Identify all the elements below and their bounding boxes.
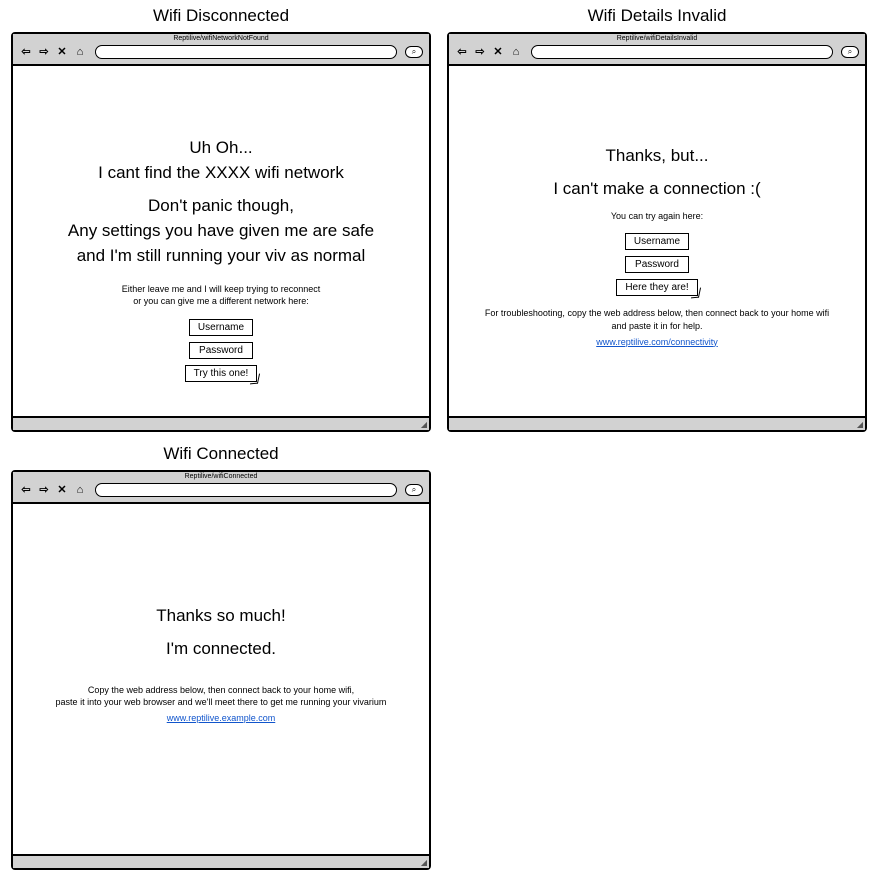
password-field[interactable]: Password — [625, 256, 689, 273]
status-bar: ◢ — [13, 854, 429, 868]
hint-line: Either leave me and I will keep trying t… — [122, 283, 321, 296]
stop-icon[interactable]: ✕ — [491, 45, 505, 59]
headline-line: and I'm still running your viv as normal — [77, 245, 366, 268]
username-field[interactable]: Username — [189, 319, 253, 336]
address-bar[interactable] — [95, 483, 397, 497]
submit-button[interactable]: Try this one! — [185, 365, 258, 382]
forward-icon[interactable]: ⇨ — [37, 483, 51, 497]
password-field[interactable]: Password — [189, 342, 253, 359]
hint-line: or you can give me a different network h… — [133, 295, 308, 308]
browser-chrome: Reptilive/wifiNetworkNotFound ⇦ ⇨ ✕ ⌂ ⌕ — [13, 34, 429, 66]
status-bar: ◢ — [449, 416, 865, 430]
headline-line: Uh Oh... — [189, 137, 252, 160]
footer-line: Copy the web address below, then connect… — [88, 684, 354, 697]
status-bar: ◢ — [13, 416, 429, 430]
browser-window: Reptilive/wifiConnected ⇦ ⇨ ✕ ⌂ ⌕ Thanks… — [11, 470, 431, 870]
viewport: Thanks, but... I can't make a connection… — [449, 66, 865, 416]
home-icon[interactable]: ⌂ — [73, 45, 87, 59]
home-icon[interactable]: ⌂ — [509, 45, 523, 59]
headline-line: I'm connected. — [166, 638, 276, 661]
resize-grip-icon[interactable]: ◢ — [421, 421, 427, 429]
url-label: Reptilive/wifiDetailsInvalid — [449, 34, 865, 44]
browser-window: Reptilive/wifiNetworkNotFound ⇦ ⇨ ✕ ⌂ ⌕ … — [11, 32, 431, 432]
panel-connected: Wifi Connected Reptilive/wifiConnected ⇦… — [10, 444, 432, 870]
home-icon[interactable]: ⌂ — [73, 483, 87, 497]
help-link[interactable]: www.reptilive.com/connectivity — [596, 337, 718, 347]
browser-window: Reptilive/wifiDetailsInvalid ⇦ ⇨ ✕ ⌂ ⌕ T… — [447, 32, 867, 432]
panel-title: Wifi Disconnected — [153, 6, 289, 26]
headline-line: Don't panic though, — [148, 195, 294, 218]
help-link[interactable]: www.reptilive.example.com — [167, 713, 276, 723]
url-label: Reptilive/wifiConnected — [13, 472, 429, 482]
headline-line: Thanks, but... — [606, 145, 709, 168]
back-icon[interactable]: ⇦ — [455, 45, 469, 59]
headline-line: I can't make a connection :( — [553, 178, 760, 201]
address-bar[interactable] — [531, 45, 833, 59]
resize-grip-icon[interactable]: ◢ — [421, 859, 427, 867]
headline-line: Any settings you have given me are safe — [68, 220, 374, 243]
address-bar[interactable] — [95, 45, 397, 59]
stop-icon[interactable]: ✕ — [55, 483, 69, 497]
footer-line: For troubleshooting, copy the web addres… — [485, 307, 829, 320]
footer-line: paste it into your web browser and we'll… — [56, 696, 387, 709]
browser-chrome: Reptilive/wifiConnected ⇦ ⇨ ✕ ⌂ ⌕ — [13, 472, 429, 504]
panel-title: Wifi Details Invalid — [588, 6, 727, 26]
back-icon[interactable]: ⇦ — [19, 483, 33, 497]
back-icon[interactable]: ⇦ — [19, 45, 33, 59]
forward-icon[interactable]: ⇨ — [473, 45, 487, 59]
forward-icon[interactable]: ⇨ — [37, 45, 51, 59]
headline-line: Thanks so much! — [156, 605, 285, 628]
hint-line: You can try again here: — [611, 210, 703, 223]
username-field[interactable]: Username — [625, 233, 689, 250]
viewport: Thanks so much! I'm connected. Copy the … — [13, 504, 429, 854]
footer-line: and paste it in for help. — [611, 320, 702, 333]
panel-disconnected: Wifi Disconnected Reptilive/wifiNetworkN… — [10, 6, 432, 432]
browser-chrome: Reptilive/wifiDetailsInvalid ⇦ ⇨ ✕ ⌂ ⌕ — [449, 34, 865, 66]
search-icon[interactable]: ⌕ — [405, 46, 423, 58]
stop-icon[interactable]: ✕ — [55, 45, 69, 59]
headline-line: I cant find the XXXX wifi network — [98, 162, 344, 185]
url-label: Reptilive/wifiNetworkNotFound — [13, 34, 429, 44]
search-icon[interactable]: ⌕ — [841, 46, 859, 58]
submit-button[interactable]: Here they are! — [616, 279, 697, 296]
viewport: Uh Oh... I cant find the XXXX wifi netwo… — [13, 66, 429, 416]
resize-grip-icon[interactable]: ◢ — [857, 421, 863, 429]
panel-invalid: Wifi Details Invalid Reptilive/wifiDetai… — [446, 6, 868, 432]
search-icon[interactable]: ⌕ — [405, 484, 423, 496]
panel-title: Wifi Connected — [163, 444, 278, 464]
